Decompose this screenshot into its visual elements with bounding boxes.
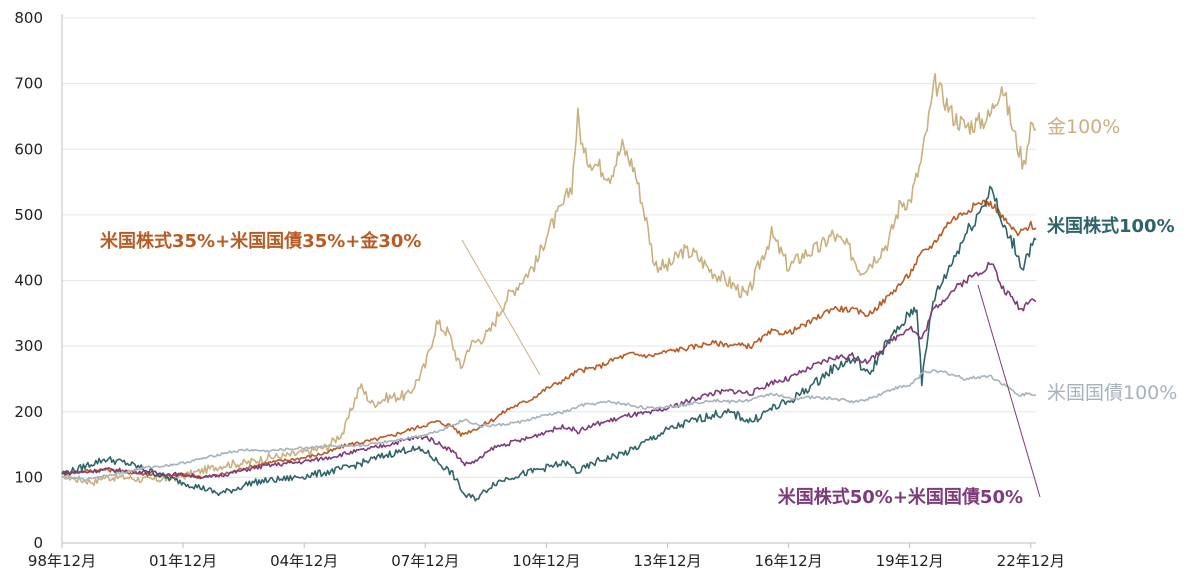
y-tick-label: 500 (14, 206, 43, 224)
series-line-0 (61, 73, 1037, 487)
series-group (61, 73, 1037, 502)
series-line-2 (61, 185, 1037, 502)
x-tick-label: 10年12月 (512, 552, 580, 570)
leader-line-5050 (977, 284, 1041, 498)
series-label-0: 金100% (1047, 116, 1120, 138)
x-tick-label: 22年12月 (997, 552, 1065, 570)
x-tick-label: 01年12月 (149, 552, 217, 570)
x-tick-label: 98年12月 (28, 552, 96, 570)
series-label-2: 米国株式35%+米国国債35%+金30% (100, 230, 421, 252)
series-label-1: 米国株式100% (1047, 215, 1175, 237)
x-tick-label: 13年12月 (633, 552, 701, 570)
series-label-4: 米国株式50%+米国国債50% (778, 486, 1023, 508)
y-tick-label: 800 (14, 9, 43, 27)
series-line-4 (61, 369, 1037, 482)
y-tick-label: 100 (14, 468, 43, 486)
x-tick-label: 07年12月 (391, 552, 459, 570)
x-tick-label: 19年12月 (876, 552, 944, 570)
y-tick-label: 200 (14, 403, 43, 421)
series-line-1 (61, 199, 1037, 479)
leader-line-portfolio (461, 239, 541, 376)
series-line-3 (61, 261, 1037, 480)
y-tick-label: 600 (14, 140, 43, 158)
x-tick-label: 04年12月 (270, 552, 338, 570)
y-tick-label: 0 (33, 534, 43, 552)
series-labels: 金100% 米国株式100% 米国株式35%+米国国債35%+金30% 米国国債100… (100, 116, 1177, 508)
y-tick-label: 700 (14, 75, 43, 93)
y-tick-label: 400 (14, 272, 43, 290)
x-tick-label: 16年12月 (754, 552, 822, 570)
y-tick-label: 300 (14, 337, 43, 355)
gridlines (62, 17, 1036, 478)
leader-lines (461, 239, 1041, 498)
axes: 0 100 200 300 400 500 600 700 800 98年12月 01年12月 04年… (14, 9, 1064, 570)
series-label-3: 米国国債100% (1047, 382, 1177, 404)
